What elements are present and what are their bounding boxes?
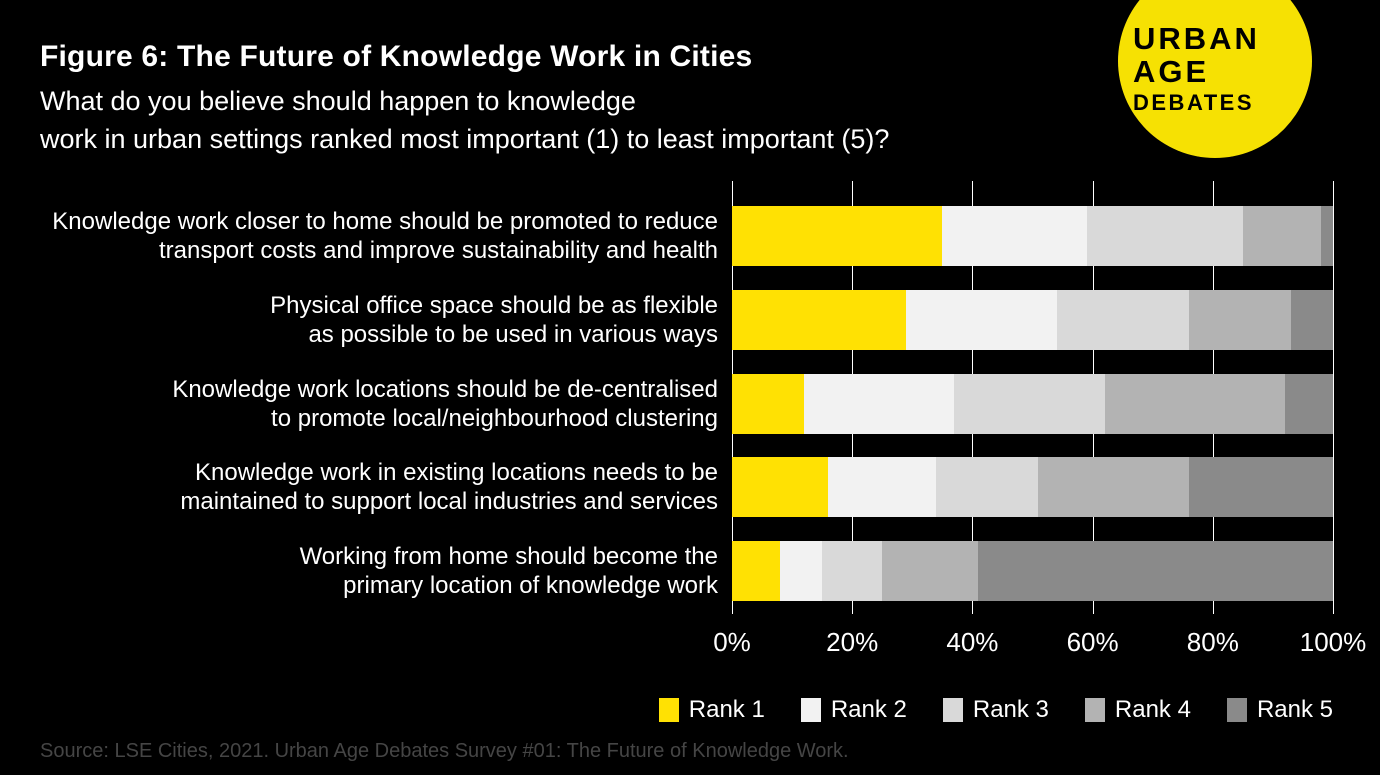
bar-row <box>732 206 1333 266</box>
legend-swatch <box>658 698 679 722</box>
bar-segment-rank-1 <box>732 290 907 350</box>
category-label: Knowledge work locations should be de-ce… <box>30 375 718 433</box>
x-axis-tick-label: 20% <box>826 627 879 657</box>
bar-segment-rank-5 <box>978 541 1333 601</box>
figure-title: Figure 6: The Future of Knowledge Work i… <box>40 40 753 73</box>
bar-segment-rank-4 <box>1104 374 1285 434</box>
bar-segment-rank-4 <box>1038 457 1189 517</box>
legend-swatch <box>942 698 963 722</box>
category-label: Working from home should become the prima… <box>30 542 718 600</box>
category-label: Physical office space should be as flexi… <box>30 291 718 349</box>
legend-item-rank-2: Rank 2 <box>800 696 907 724</box>
bar-segment-rank-1 <box>732 374 805 434</box>
axis-tick <box>972 601 974 614</box>
legend-swatch <box>1084 698 1105 722</box>
bar-row <box>732 290 1333 350</box>
logo-line-urban: URBAN <box>1133 21 1260 56</box>
bar-row <box>732 374 1333 434</box>
bar-segment-rank-3 <box>954 374 1105 434</box>
x-axis-tick-label: 100% <box>1299 627 1367 657</box>
legend-swatch <box>800 698 821 722</box>
bar-segment-rank-3 <box>822 541 883 601</box>
bar-segment-rank-3 <box>1056 290 1189 350</box>
gridline <box>1333 181 1334 601</box>
legend-label: Rank 4 <box>1114 696 1191 723</box>
x-axis-tick-label: 0% <box>713 627 751 657</box>
source-caption: Source: LSE Cities, 2021. Urban Age Deba… <box>40 740 849 762</box>
category-label-line: Knowledge work locations should be de-ce… <box>172 376 718 403</box>
legend-label: Rank 5 <box>1256 696 1333 723</box>
x-axis-tick-label: 80% <box>1186 627 1239 657</box>
bar-segment-rank-2 <box>804 374 955 434</box>
bar-segment-rank-2 <box>780 541 823 601</box>
axis-tick <box>732 601 733 614</box>
legend-item-rank-5: Rank 5 <box>1226 696 1333 724</box>
bar-segment-rank-3 <box>936 457 1039 517</box>
bar-segment-rank-1 <box>732 457 829 517</box>
axis-tick <box>1092 601 1094 614</box>
bar-segment-rank-2 <box>828 457 937 517</box>
legend-label: Rank 3 <box>972 696 1049 723</box>
bar-segment-rank-3 <box>1086 206 1243 266</box>
axis-tick <box>1212 601 1214 614</box>
legend-item-rank-3: Rank 3 <box>942 696 1049 724</box>
bar-row <box>732 541 1333 601</box>
legend-item-rank-4: Rank 4 <box>1084 696 1191 724</box>
logo-line-debates: DEBATES <box>1133 90 1254 115</box>
category-label-line: Knowledge work in existing locations nee… <box>195 459 718 486</box>
bar-segment-rank-5 <box>1320 206 1333 266</box>
x-axis: 0% 20% 40% 60% 80% 100% <box>713 627 1366 659</box>
plot-area <box>732 181 1334 614</box>
legend-label: Rank 1 <box>688 696 765 723</box>
urban-age-debates-logo: URBAN AGE DEBATES <box>1118 0 1312 158</box>
bar-segment-rank-5 <box>1188 457 1333 517</box>
category-label-line: transport costs and improve sustainabili… <box>159 237 718 264</box>
x-axis-tick-label: 40% <box>946 627 999 657</box>
bar-row <box>732 457 1333 517</box>
category-label: Knowledge work in existing locations nee… <box>30 458 718 516</box>
bar-segment-rank-2 <box>942 206 1087 266</box>
figure-subtitle-line-2: work in urban settings ranked most impor… <box>40 124 890 154</box>
category-label-line: as possible to be used in various ways <box>308 321 718 348</box>
category-label: Knowledge work closer to home should be … <box>30 207 718 265</box>
bar-segment-rank-2 <box>906 290 1057 350</box>
axis-tick <box>1333 601 1334 614</box>
category-label-line: to promote local/neighbourhood clusterin… <box>271 405 718 432</box>
bar-segment-rank-1 <box>732 541 781 601</box>
bar-segment-rank-4 <box>1242 206 1321 266</box>
bar-segment-rank-4 <box>1188 290 1291 350</box>
figure-subtitle: What do you believe should happen to kno… <box>40 82 889 158</box>
category-label-line: Working from home should become the <box>299 543 718 570</box>
legend-item-rank-1: Rank 1 <box>658 696 765 724</box>
legend-label: Rank 2 <box>830 696 907 723</box>
axis-tick <box>852 601 854 614</box>
category-labels: Knowledge work closer to home should be … <box>30 0 718 775</box>
figure-subtitle-line-1: What do you believe should happen to kno… <box>40 86 636 116</box>
legend: Rank 1 Rank 2 Rank 3 Rank 4 Rank 5 <box>658 696 1333 724</box>
legend-swatch <box>1226 698 1247 722</box>
category-label-line: Knowledge work closer to home should be … <box>52 208 718 235</box>
bar-segment-rank-5 <box>1290 290 1333 350</box>
category-label-line: maintained to support local industries a… <box>180 488 718 515</box>
category-label-line: primary location of knowledge work <box>343 572 718 599</box>
bar-segment-rank-5 <box>1284 374 1333 434</box>
bar-segment-rank-1 <box>732 206 943 266</box>
x-axis-tick-label: 60% <box>1066 627 1119 657</box>
bar-segment-rank-4 <box>882 541 979 601</box>
logo-line-age: AGE <box>1133 54 1210 89</box>
category-label-line: Physical office space should be as flexi… <box>270 292 718 319</box>
